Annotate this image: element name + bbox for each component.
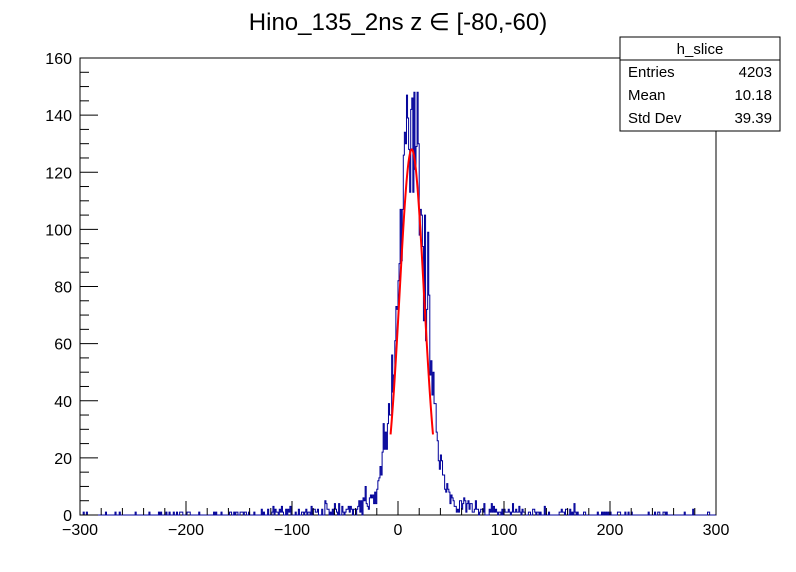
stats-box-name: h_slice xyxy=(677,41,724,58)
x-tick-label: −300 xyxy=(62,522,98,539)
stats-row-value: 39.39 xyxy=(734,110,772,127)
y-tick-label: 100 xyxy=(45,222,72,239)
stats-row-label: Entries xyxy=(628,64,675,81)
y-tick-label: 80 xyxy=(54,280,72,297)
x-tick-label: 300 xyxy=(703,522,730,539)
y-tick-label: 20 xyxy=(54,451,72,468)
y-tick-label: 140 xyxy=(45,108,72,125)
fit-curve xyxy=(389,148,434,435)
x-tick-label: 200 xyxy=(597,522,624,539)
fit-curve-series xyxy=(389,148,434,435)
y-tick-label: 160 xyxy=(45,51,72,68)
y-tick-label: 40 xyxy=(54,394,72,411)
x-tick-label: −100 xyxy=(274,522,310,539)
x-tick-label: 100 xyxy=(491,522,518,539)
histogram-line xyxy=(80,91,716,516)
chart-title: Hino_135_2ns z ∈ [-80,-60) xyxy=(249,9,547,36)
y-tick-label: 0 xyxy=(63,508,72,525)
stats-row-value: 10.18 xyxy=(734,87,772,104)
y-tick-label: 120 xyxy=(45,165,72,182)
histogram-series xyxy=(80,91,716,516)
stats-box-frame xyxy=(619,36,781,132)
x-tick-label: 0 xyxy=(394,522,403,539)
stats-row-label: Std Dev xyxy=(628,110,682,127)
stats-row-value: 4203 xyxy=(739,64,772,81)
stats-row-label: Mean xyxy=(628,87,666,104)
y-tick-label: 60 xyxy=(54,337,72,354)
x-tick-label: −200 xyxy=(168,522,204,539)
